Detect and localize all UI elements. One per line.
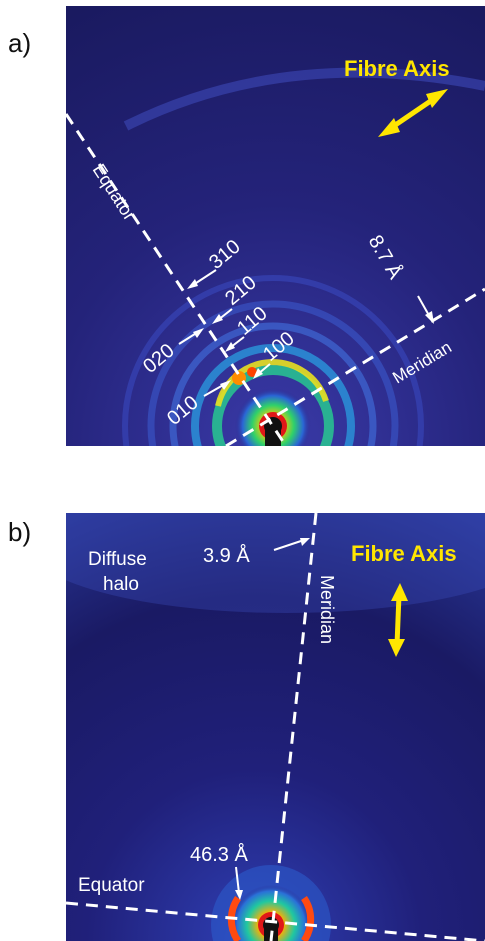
spacing-top-label-b: 3.9 Å xyxy=(203,544,250,567)
fibre-axis-arrow-a xyxy=(378,89,448,137)
diffraction-pattern-a: Fibre Axis Equator Meridian 8.7 Å 310 21… xyxy=(66,6,485,446)
diffraction-rings-a xyxy=(122,275,424,446)
meridian-label-b: Meridian xyxy=(317,575,337,644)
panel-a-label: a) xyxy=(8,28,32,58)
reflection-010-arrow xyxy=(203,380,231,397)
reflection-210-arrow xyxy=(212,308,233,324)
reflection-100-arrow xyxy=(253,363,271,379)
meridian-axis-line-b xyxy=(269,513,318,941)
fibre-axis-label-b: Fibre Axis xyxy=(351,541,457,566)
reflection-020-arrow xyxy=(178,328,204,345)
reflection-310-arrow xyxy=(187,269,217,289)
diffraction-pattern-b: Diffuse halo 3.9 Å Fibre Axis Meridian 4… xyxy=(66,513,485,941)
equator-label-b: Equator xyxy=(78,875,145,896)
diffuse-halo-label-line2: halo xyxy=(103,574,139,595)
spacing-bottom-label-b: 46.3 Å xyxy=(190,843,248,866)
spacing-arrow-a xyxy=(417,295,434,324)
spacing-bottom-arrow-b xyxy=(235,866,243,900)
reflection-110-arrow xyxy=(225,336,245,352)
equator-axis-line-a xyxy=(66,113,288,446)
spacing-top-arrow-b xyxy=(273,538,310,551)
diffraction-panel-a: Fibre Axis Equator Meridian 8.7 Å 310 21… xyxy=(66,6,485,446)
meridian-axis-line-a xyxy=(225,287,485,446)
fibre-axis-label-a: Fibre Axis xyxy=(344,56,450,81)
diffraction-panel-b: Diffuse halo 3.9 Å Fibre Axis Meridian 4… xyxy=(66,513,485,941)
diffuse-halo-label-line1: Diffuse xyxy=(88,549,147,570)
fibre-axis-arrow-b xyxy=(388,583,408,657)
panel-b-label: b) xyxy=(8,517,32,547)
equator-axis-line-b xyxy=(66,901,485,941)
